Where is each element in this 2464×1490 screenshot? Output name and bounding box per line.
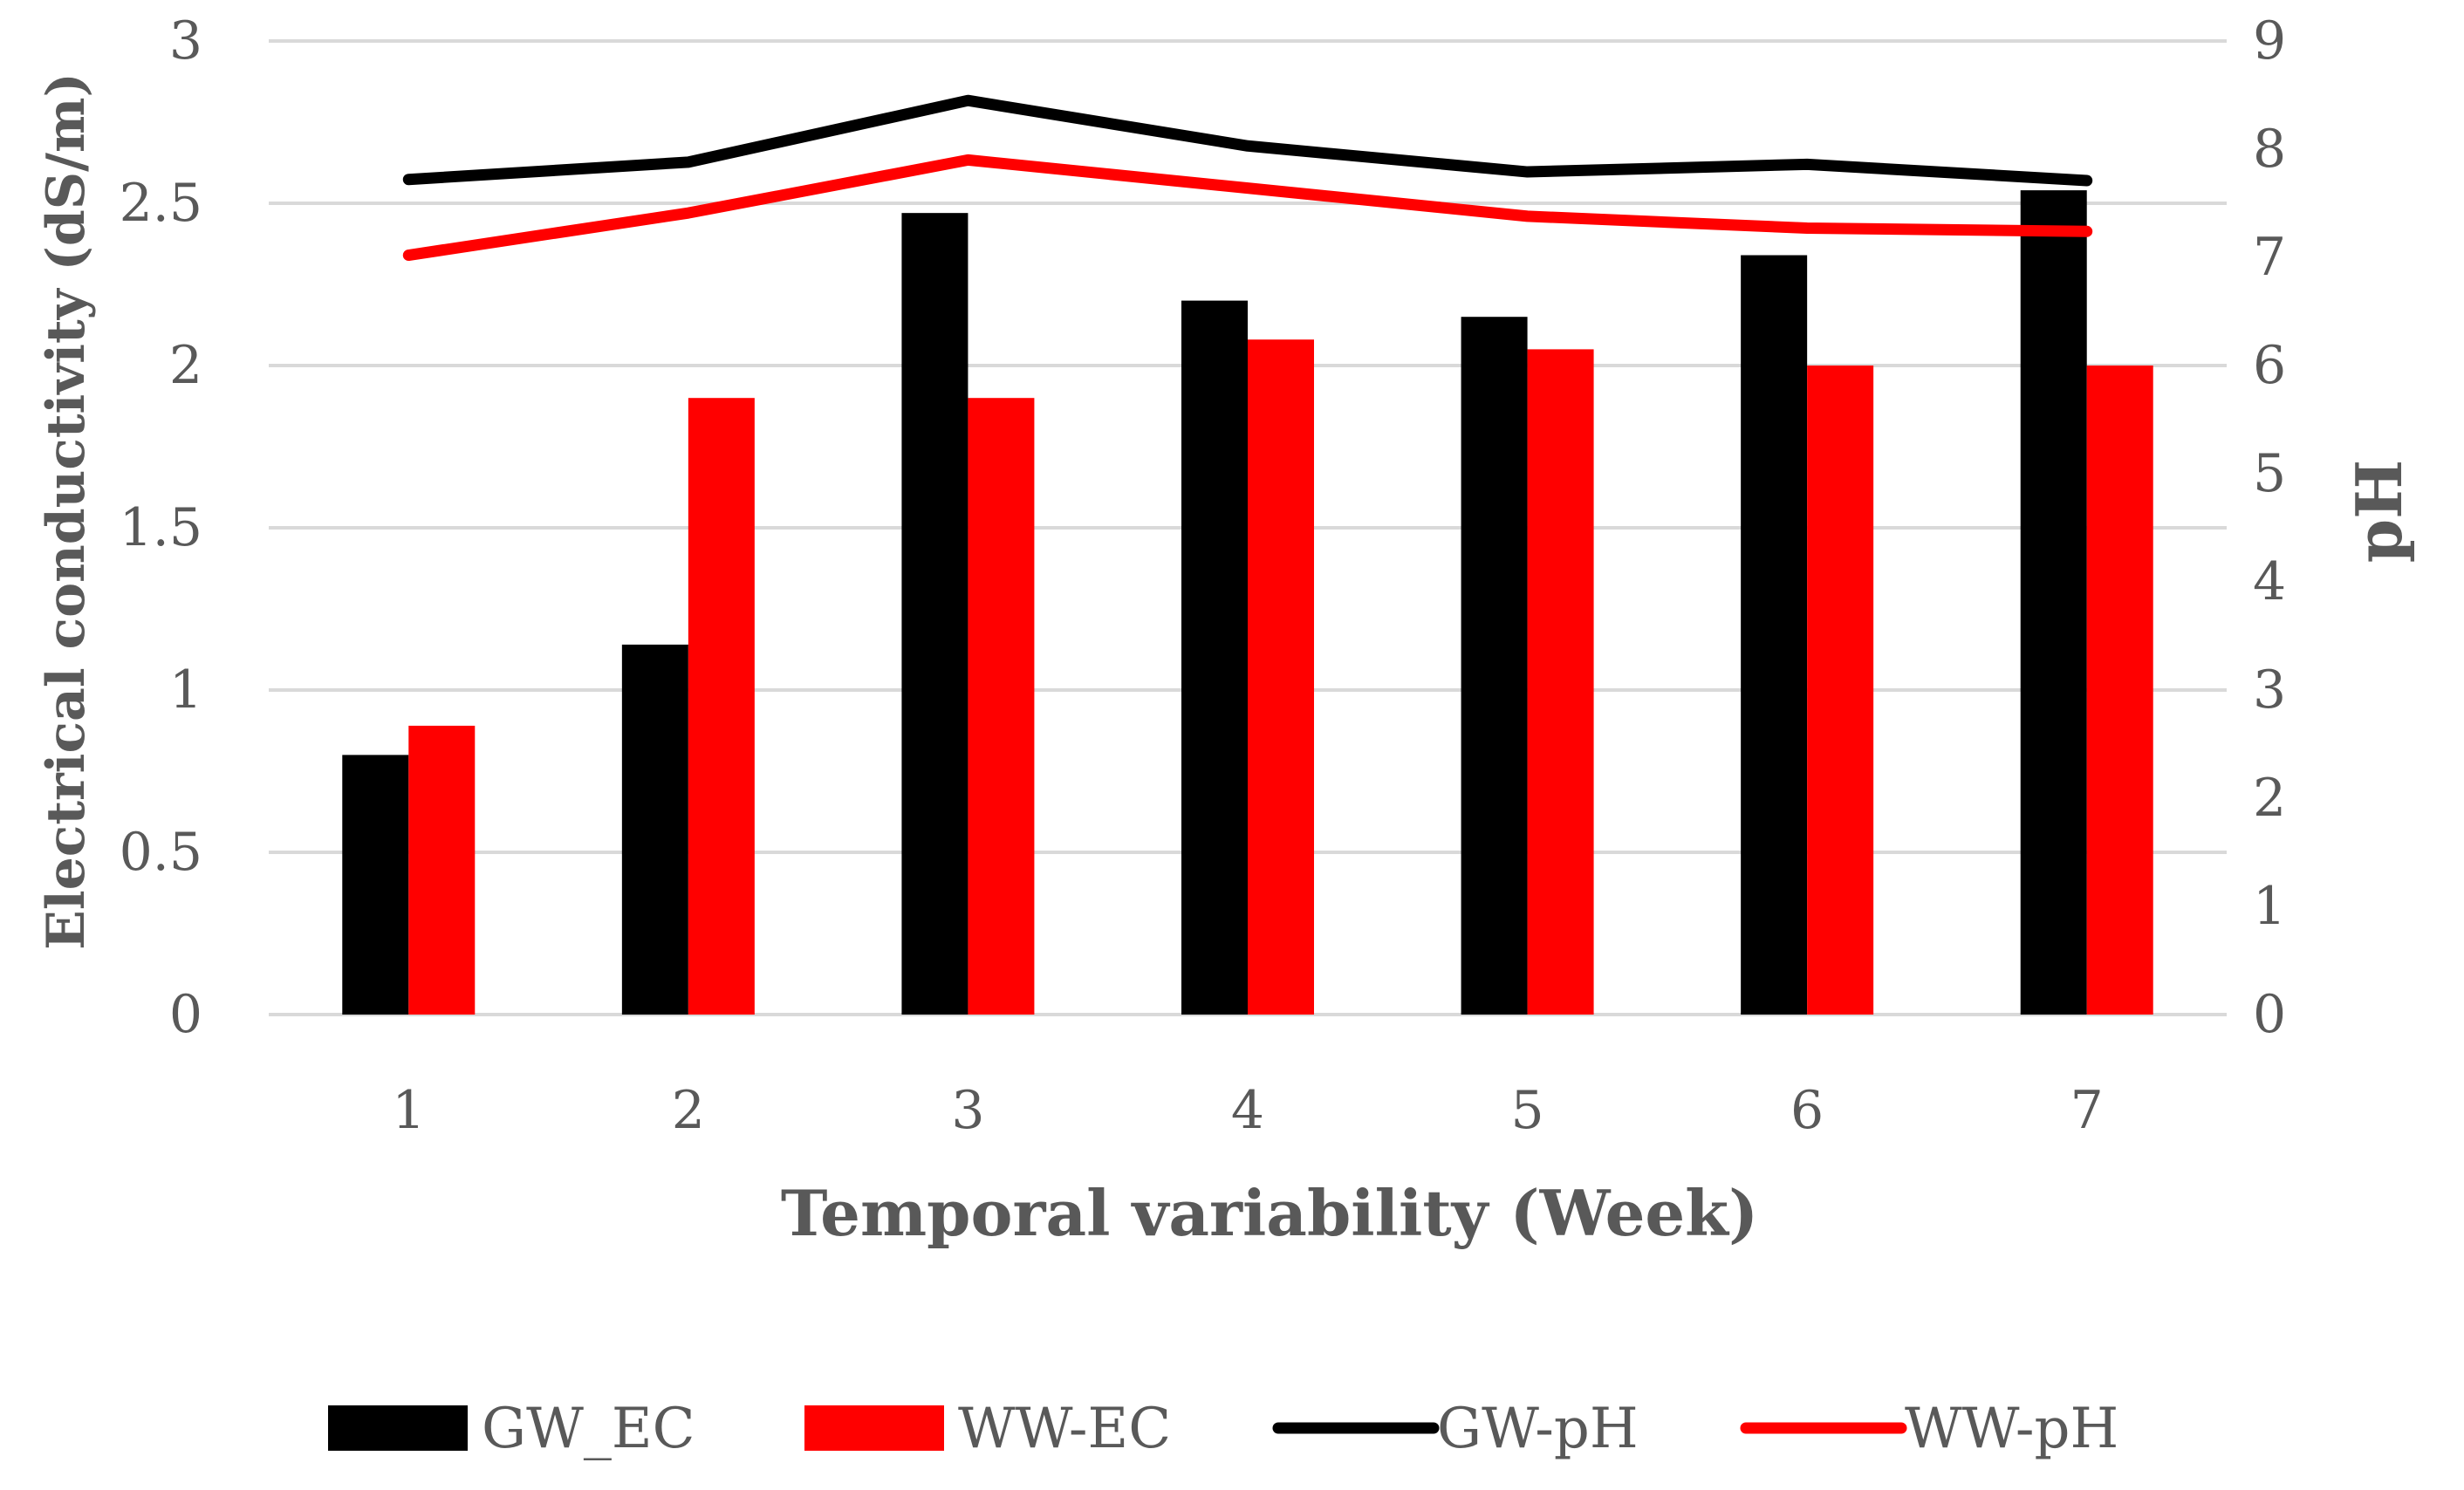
bar-ww-ec	[2086, 366, 2153, 1015]
y2-tick-label: 6	[2253, 335, 2286, 396]
lines	[402, 94, 2093, 262]
y2-tick-label: 9	[2253, 10, 2286, 72]
line-gw-ph	[402, 94, 2093, 187]
line-ww-ph	[402, 154, 2093, 262]
y-axis-title: Electrical conductivity (dS/m)	[36, 72, 97, 950]
legend-label-gw-ph: GW-pH	[1437, 1397, 1639, 1461]
x-axis-title: Temporal variability (Week)	[781, 1176, 1758, 1250]
bar-ww-ec	[1248, 339, 1314, 1015]
legend-swatch-ww-ec	[804, 1405, 944, 1451]
y2-tick-label: 4	[2253, 551, 2286, 612]
x-tick-label: 6	[1790, 1080, 1824, 1141]
bar-ww-ec	[968, 398, 1035, 1015]
bar-ww-ec	[688, 398, 755, 1015]
legend-swatch-gw-ec	[328, 1405, 468, 1451]
y-tick-label: 0	[169, 984, 202, 1045]
x-tick-label: 3	[951, 1080, 984, 1141]
y2-tick-label: 1	[2253, 876, 2286, 937]
y-tick-label: 0.5	[120, 822, 202, 883]
y-tick-label: 2.5	[120, 173, 202, 234]
x-tick-label: 5	[1510, 1080, 1543, 1141]
x-tick-label: 2	[672, 1080, 705, 1141]
bar-gw-ec	[621, 644, 688, 1015]
axes: 0 0.5 1 1.5 2 2.5 3 0 1 2 3 4 5 6 7 8 9 1 2 3 4 5 6 7	[120, 10, 2287, 1141]
y-tick-label: 3	[169, 10, 202, 72]
y2-axis-title: pH	[2342, 460, 2416, 563]
y2-tick-label: 3	[2253, 660, 2286, 721]
y2-tick-label: 2	[2253, 768, 2286, 829]
y2-tick-label: 7	[2253, 227, 2286, 288]
bars	[342, 190, 2153, 1015]
bar-ww-ec	[1807, 366, 1874, 1015]
bar-gw-ec	[342, 755, 409, 1015]
y-tick-label: 1.5	[120, 497, 202, 558]
bar-gw-ec	[1181, 300, 1248, 1015]
y2-tick-label: 0	[2253, 984, 2286, 1045]
bar-gw-ec	[901, 213, 968, 1015]
y2-tick-label: 8	[2253, 119, 2286, 180]
x-tick-label: 1	[392, 1080, 425, 1141]
legend-label-gw-ec: GW_EC	[482, 1397, 695, 1461]
bar-gw-ec	[1461, 317, 1528, 1015]
bar-gw-ec	[1741, 255, 1808, 1015]
bar-gw-ec	[2020, 190, 2087, 1015]
legend-label-ww-ph: WW-pH	[1905, 1397, 2118, 1461]
y2-tick-label: 5	[2253, 443, 2286, 504]
legend-label-ww-ec: WW-EC	[958, 1397, 1171, 1461]
bar-ww-ec	[408, 725, 476, 1015]
y-tick-label: 1	[169, 660, 202, 721]
y-tick-label: 2	[169, 335, 202, 396]
bar-ww-ec	[1527, 349, 1594, 1015]
legend: GW_EC WW-EC GW-pH WW-pH	[328, 1397, 2118, 1461]
x-tick-label: 7	[2070, 1080, 2104, 1141]
x-tick-label: 4	[1231, 1080, 1264, 1141]
